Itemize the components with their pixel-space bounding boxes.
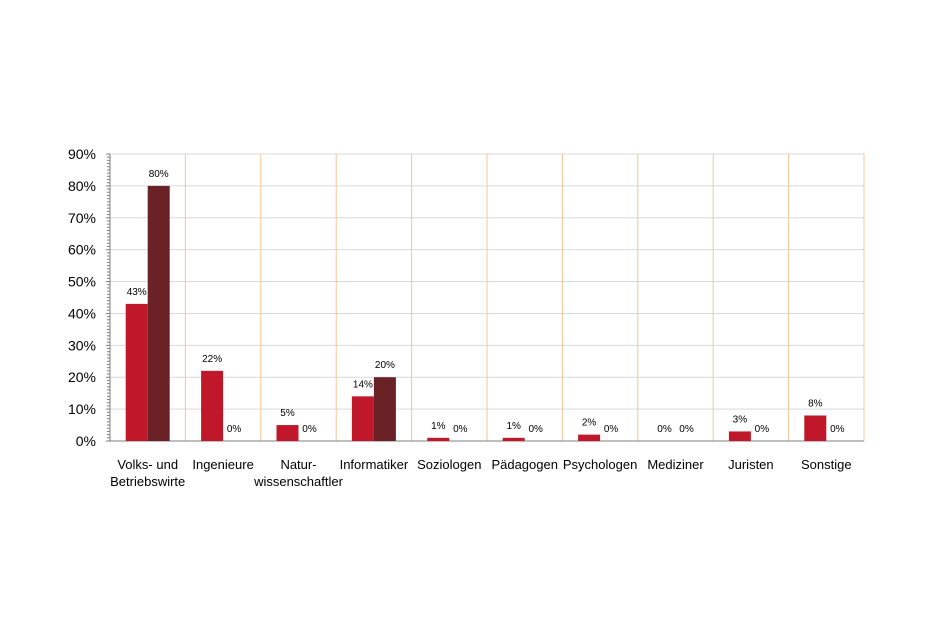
data-label: 0% (679, 424, 694, 435)
bar (201, 370, 224, 441)
data-label: 1% (431, 421, 446, 432)
bar (276, 425, 299, 441)
data-label: 3% (733, 414, 748, 425)
bar (502, 437, 525, 441)
y-tick-label: 30% (68, 337, 96, 353)
data-label: 2% (582, 418, 597, 429)
x-tick-label: Volks- und (117, 457, 178, 472)
bar (125, 303, 148, 441)
bar (578, 434, 601, 441)
x-tick-label: Ingenieure (192, 457, 253, 472)
data-label: 20% (375, 360, 395, 371)
data-label: 0% (604, 424, 619, 435)
y-tick-label: 90% (68, 146, 96, 162)
data-label: 80% (149, 169, 169, 180)
x-tick-label: Juristen (728, 457, 774, 472)
data-label: 22% (202, 354, 222, 365)
data-label: 0% (227, 424, 242, 435)
data-label: 14% (353, 379, 373, 390)
y-tick-label: 60% (68, 242, 96, 258)
data-label: 43% (127, 287, 147, 298)
data-label: 0% (830, 424, 845, 435)
y-tick-label: 0% (76, 433, 96, 449)
y-tick-label: 70% (68, 210, 96, 226)
x-tick-label: Soziologen (417, 457, 481, 472)
data-label: 1% (506, 421, 521, 432)
data-label: 0% (528, 424, 543, 435)
x-tick-label: Pädagogen (491, 457, 558, 472)
x-tick-label: Sonstige (801, 457, 852, 472)
bar (728, 431, 751, 441)
data-label: 0% (453, 424, 468, 435)
x-tick-label: wissenschaftler (253, 474, 344, 489)
bar (373, 377, 396, 441)
x-tick-label: Betriebswirte (110, 474, 185, 489)
data-label: 0% (302, 424, 317, 435)
y-tick-label: 10% (68, 401, 96, 417)
x-tick-label: Informatiker (340, 457, 409, 472)
data-label: 0% (657, 424, 672, 435)
data-label: 8% (808, 398, 823, 409)
data-label: 0% (755, 424, 770, 435)
y-tick-label: 80% (68, 178, 96, 194)
y-tick-label: 20% (68, 369, 96, 385)
bar (804, 415, 827, 441)
x-tick-label: Natur- (280, 457, 316, 472)
x-tick-label: Mediziner (647, 457, 704, 472)
bar (147, 185, 170, 441)
x-tick-label: Psychologen (563, 457, 637, 472)
y-tick-label: 40% (68, 305, 96, 321)
y-tick-label: 50% (68, 274, 96, 290)
bar (427, 437, 450, 441)
data-label: 5% (280, 408, 295, 419)
bar (351, 396, 374, 441)
